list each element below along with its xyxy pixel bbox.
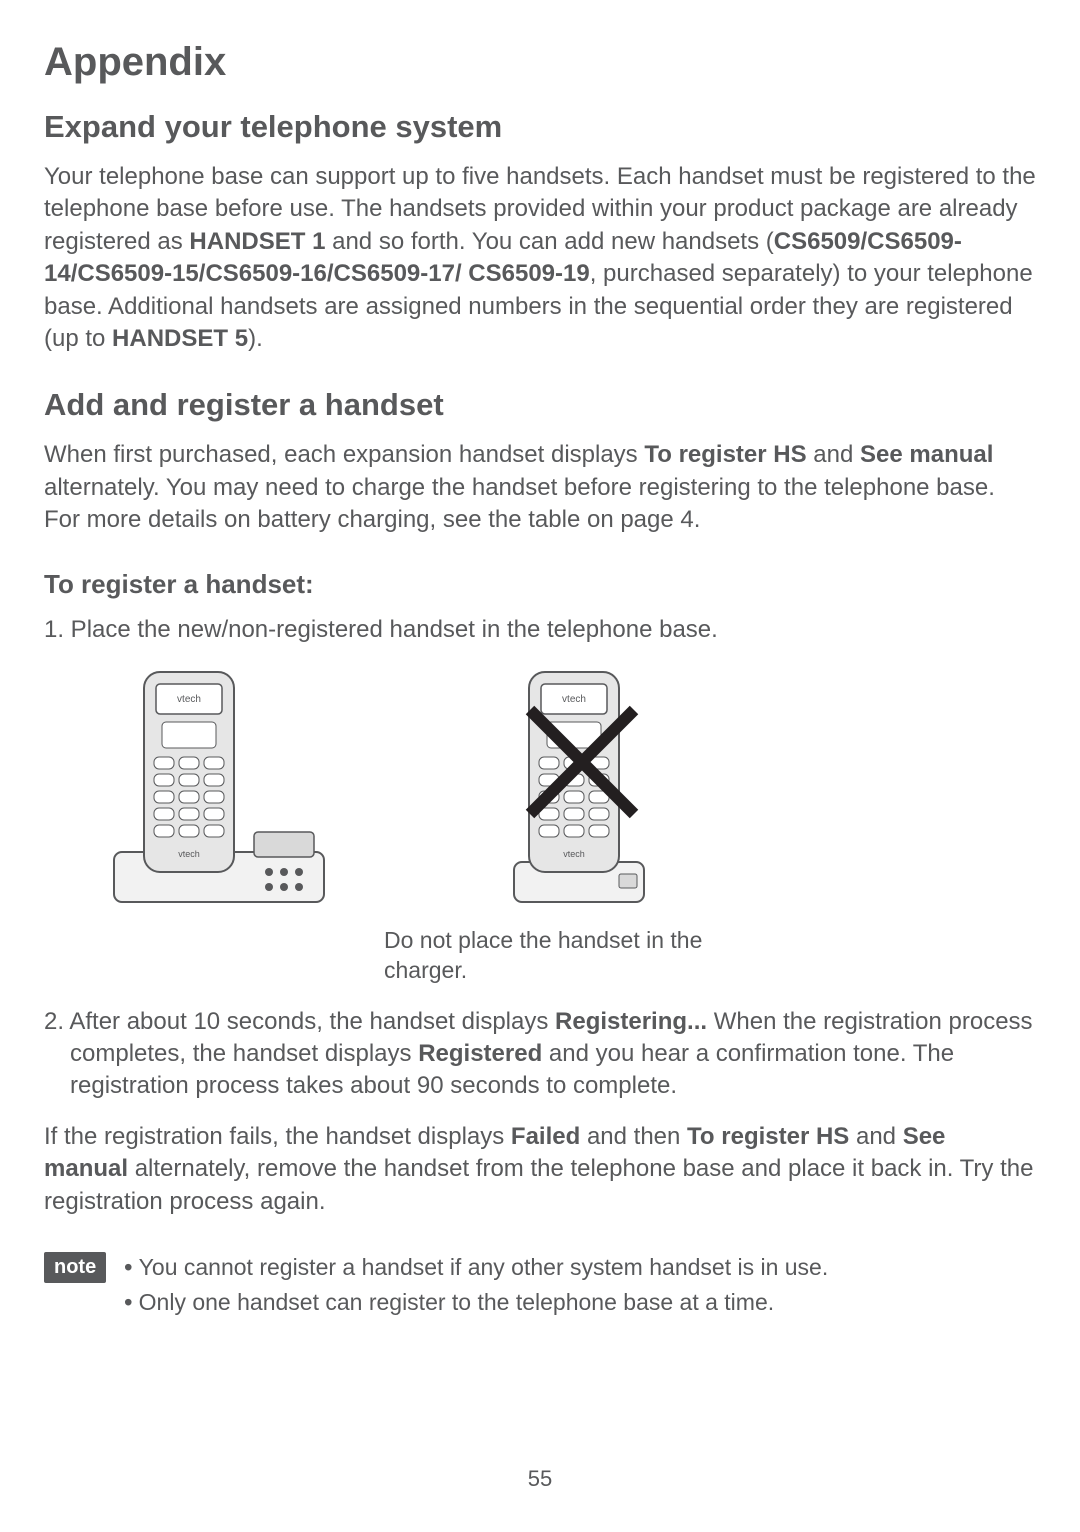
handset-5-label: HANDSET 5 xyxy=(112,325,248,352)
registering-label: Registering... xyxy=(555,1008,707,1035)
registration-fail-paragraph: If the registration fails, the handset d… xyxy=(44,1121,1036,1218)
to-register-hs-label: To register HS xyxy=(644,441,806,468)
fail-and: and xyxy=(849,1123,902,1150)
note-list: You cannot register a handset if any oth… xyxy=(124,1250,828,1319)
svg-text:vtech: vtech xyxy=(563,849,585,859)
registered-label: Registered xyxy=(418,1040,542,1067)
note-block: note You cannot register a handset if an… xyxy=(44,1250,1036,1319)
phone-illustration-row: vtech vtech vtech xyxy=(104,662,1036,912)
expand-text-d: ). xyxy=(248,325,263,352)
section-expand-heading: Expand your telephone system xyxy=(44,109,1036,145)
svg-text:vtech: vtech xyxy=(178,849,200,859)
cross-icon xyxy=(522,702,642,822)
fail-text-c: alternately, remove the handset from the… xyxy=(44,1155,1033,1214)
add-paragraph: When first purchased, each expansion han… xyxy=(44,439,1036,536)
note-badge: note xyxy=(44,1252,106,1283)
expand-paragraph: Your telephone base can support up to fi… xyxy=(44,161,1036,355)
failed-label: Failed xyxy=(511,1123,580,1150)
phone-in-base-correct: vtech vtech xyxy=(104,662,334,912)
svg-text:vtech: vtech xyxy=(177,694,201,705)
do-not-charger-caption: Do not place the handset in the charger. xyxy=(384,926,724,986)
fail-text-a: If the registration fails, the handset d… xyxy=(44,1123,511,1150)
step2-text-a: 2. After about 10 seconds, the handset d… xyxy=(44,1008,555,1035)
to-register-hs-label-2: To register HS xyxy=(687,1123,849,1150)
fail-text-b: and then xyxy=(580,1123,687,1150)
register-subheading: To register a handset: xyxy=(44,569,1036,600)
page-title: Appendix xyxy=(44,40,1036,85)
page-number: 55 xyxy=(0,1466,1080,1492)
note-item-2: Only one handset can register to the tel… xyxy=(124,1285,828,1320)
add-text-c: alternately. You may need to charge the … xyxy=(44,474,995,533)
see-manual-label: See manual xyxy=(860,441,993,468)
note-item-1: You cannot register a handset if any oth… xyxy=(124,1250,828,1285)
step-1: 1. Place the new/non-registered handset … xyxy=(44,614,1036,646)
step-2: 2. After about 10 seconds, the handset d… xyxy=(44,1006,1036,1103)
expand-text-b: and so forth. You can add new handsets ( xyxy=(325,228,773,255)
handset-1-label: HANDSET 1 xyxy=(189,228,325,255)
add-text-b: and xyxy=(807,441,860,468)
add-text-a: When first purchased, each expansion han… xyxy=(44,441,644,468)
phone-in-charger-wrong: vtech vtech xyxy=(474,662,704,912)
section-add-heading: Add and register a handset xyxy=(44,387,1036,423)
phone-base-icon: vtech vtech xyxy=(104,662,334,912)
